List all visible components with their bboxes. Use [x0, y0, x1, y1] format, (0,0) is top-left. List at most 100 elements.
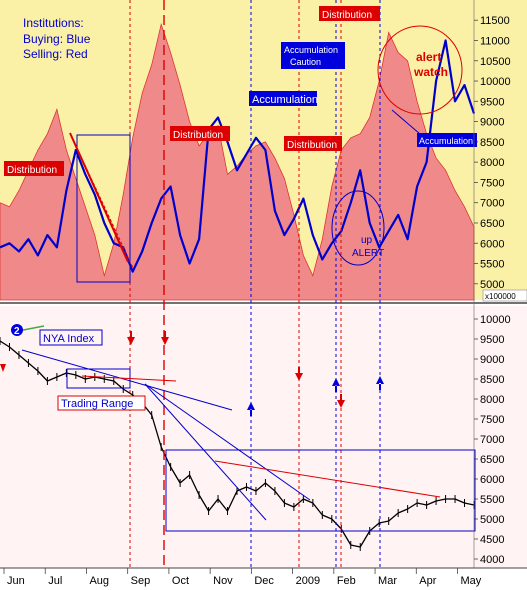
arrow-down-icon	[295, 367, 303, 381]
alert-text: alert	[416, 50, 441, 64]
legend-buying: Buying: Blue	[23, 32, 91, 46]
y-tick-label: 6500	[480, 218, 504, 230]
buying-line	[0, 39, 476, 273]
alert-caption: ALERT	[352, 248, 384, 259]
accumulation-caution-badge	[281, 42, 345, 69]
nya-index-label: NYA Index	[43, 333, 95, 345]
downtrend-line	[144, 383, 311, 501]
unit-box	[482, 289, 527, 302]
accumulation-badge	[249, 91, 317, 106]
selling-area	[0, 22, 475, 301]
up-alert-circle	[331, 190, 385, 266]
distribution-label: Distribution	[7, 165, 57, 176]
bottom-panel-background	[0, 306, 527, 568]
watch-text: watch	[413, 65, 448, 79]
x-tick-label: Dec	[254, 575, 274, 587]
x-tick-label: Oct	[172, 575, 189, 587]
markers	[129, 0, 381, 568]
y-tick-label: 6500	[480, 454, 504, 466]
top-trendline	[69, 132, 129, 263]
y-tick-label: 4000	[480, 554, 504, 566]
distribution-label: Distribution	[287, 140, 337, 151]
bottom-annotations: NYA Index 2 Trading Range	[11, 324, 476, 532]
resistance-line	[214, 460, 441, 498]
y-tick-label: 7500	[480, 414, 504, 426]
y-tick-label: 7500	[480, 177, 504, 189]
x-tick-label: 2009	[296, 575, 320, 587]
distribution-badge	[319, 6, 380, 21]
alert-watch-circle	[377, 25, 463, 115]
trading-range-label-box	[57, 395, 146, 411]
arrow-down-icon	[161, 331, 169, 345]
y-tick-label: 6000	[480, 238, 504, 250]
downtrend-line	[144, 383, 267, 521]
x-tick-label: Nov	[213, 575, 233, 587]
accumulation-label: Accumulation	[252, 94, 318, 106]
x-tick-label: Apr	[419, 575, 436, 587]
bottom-y-axis: 4000 4500 5000 5500 6000 6500 7000 7500 8000 8500…	[474, 314, 511, 566]
arrow-up-icon	[376, 376, 384, 390]
y-tick-label: 7000	[480, 198, 504, 210]
y-tick-label: 5500	[480, 259, 504, 271]
arrow-up-icon	[332, 378, 340, 392]
downtrend-line	[21, 349, 233, 411]
legend-title: Institutions:	[23, 16, 84, 30]
arrow-down-icon	[337, 394, 345, 408]
y-tick-label: 10000	[480, 76, 511, 88]
distribution-badge	[4, 161, 64, 176]
up-text: up	[361, 235, 373, 246]
accumulation-badge	[417, 133, 477, 147]
y-tick-label: 11500	[480, 15, 510, 27]
y-tick-label: 8000	[480, 394, 504, 406]
arrow-down-icon	[0, 364, 6, 372]
y-tick-label: 9000	[480, 354, 504, 366]
arrow-up-icon	[247, 402, 255, 416]
x-tick-label: May	[461, 575, 482, 587]
distribution-badge	[170, 126, 230, 141]
bottom-range-box	[165, 449, 476, 532]
y-tick-label: 10500	[480, 56, 511, 68]
top-annotations: Institutions: Buying: Blue Selling: Red …	[4, 6, 527, 302]
top-y-axis: 5000 5500 6000 6500 7000 7500 8000 8500 9000 9500…	[474, 15, 511, 291]
caution-label: Caution	[290, 57, 321, 67]
y-tick-label: 5500	[480, 494, 504, 506]
bottom-series	[0, 337, 475, 551]
x-tick-label: Sep	[131, 575, 151, 587]
accumulation-label: Accumulation	[419, 136, 473, 146]
y-tick-label: 9500	[480, 96, 504, 108]
unit-label: x100000	[485, 292, 516, 301]
y-tick-label: 5000	[480, 514, 504, 526]
series-label-box	[39, 329, 103, 346]
y-tick-label: 7000	[480, 434, 504, 446]
top-highlight-box	[76, 134, 131, 283]
top-series	[0, 22, 476, 301]
y-tick-label: 6000	[480, 474, 504, 486]
badge-circle	[11, 324, 23, 336]
y-tick-label: 10000	[480, 314, 511, 326]
resistance-line	[81, 375, 177, 382]
distribution-badge	[284, 136, 342, 151]
y-tick-label: 11000	[480, 35, 510, 47]
accumulation-pointer	[391, 109, 421, 135]
y-tick-label: 8000	[480, 157, 504, 169]
x-axis-strip	[0, 568, 527, 590]
y-tick-label: 8500	[480, 137, 504, 149]
y-tick-label: 9500	[480, 334, 504, 346]
y-tick-label: 4500	[480, 534, 504, 546]
x-tick-label: Feb	[337, 575, 356, 587]
y-tick-label: 9000	[480, 117, 504, 129]
x-axis: Jun Jul Aug Sep Oct Nov Dec 2009 Feb Mar Apr May	[0, 567, 527, 587]
x-tick-label: Aug	[89, 575, 109, 587]
x-tick-label: Jul	[48, 575, 62, 587]
x-tick-label: Jun	[7, 575, 25, 587]
signal-arrows	[0, 331, 384, 416]
legend-selling: Selling: Red	[23, 47, 88, 61]
accumulation-label: Accumulation	[284, 45, 338, 55]
distribution-label: Distribution	[322, 10, 372, 21]
y-tick-label: 5000	[480, 279, 504, 291]
arrow-down-icon	[127, 331, 135, 345]
y-tick-label: 8500	[480, 374, 504, 386]
badge-number: 2	[14, 326, 20, 337]
distribution-label: Distribution	[173, 130, 223, 141]
